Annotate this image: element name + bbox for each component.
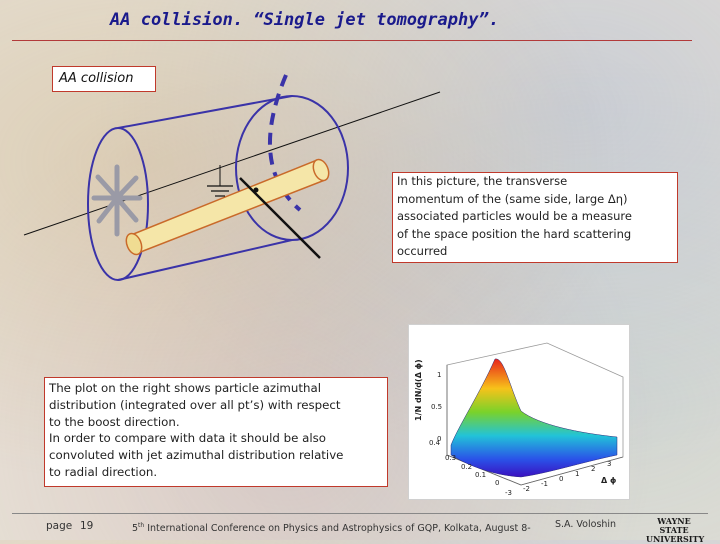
scattering-point xyxy=(253,187,259,193)
author-name: S.A. Voloshin xyxy=(555,519,617,530)
aa-collision-label: AA collision xyxy=(52,66,156,92)
z-tick-1: 1 xyxy=(437,371,441,379)
cylinder-top-edge xyxy=(117,95,293,129)
r-tick-5: 0 xyxy=(495,479,499,487)
phi-tick-4: 0 xyxy=(559,475,563,483)
note-line-3: associated particles would be a measure xyxy=(397,209,632,223)
note-line-1: In this picture, the transverse xyxy=(397,174,568,188)
phi-tick-7: 3 xyxy=(607,460,611,468)
phi-tick-3: -1 xyxy=(541,480,548,488)
phi-tick-1: -3 xyxy=(505,489,512,497)
desc-line-4: In order to compare with data it should … xyxy=(49,431,326,446)
logo-line-1: WAYNE STATE xyxy=(657,516,691,535)
logo-line-2: UNIVERSITY xyxy=(646,534,705,544)
conference-number: 5 xyxy=(132,523,139,535)
hard-scatter-vertex xyxy=(207,165,233,197)
transverse-momentum-note: In this picture, the transverse momentum… xyxy=(392,172,678,263)
z-axis-label: 1/N dN/d(Δ ϕ) xyxy=(414,359,423,421)
surface-plot-svg: 1/N dN/d(Δ ϕ) 1 0.5 0 0.4 0.3 0.2 0.1 0 … xyxy=(414,342,624,497)
desc-line-6: to radial direction. xyxy=(49,464,158,479)
r-tick-1: 0.4 xyxy=(429,439,441,447)
plot-description: The plot on the right shows particle azi… xyxy=(44,377,388,487)
page-label: page xyxy=(46,520,73,532)
phi-axis xyxy=(520,456,624,486)
reaction-plane-curve xyxy=(268,74,302,212)
conference-superscript: th xyxy=(138,522,145,529)
cylinder-bottom-edge xyxy=(117,239,293,281)
r-tick-2: 0.3 xyxy=(445,454,456,462)
desc-line-1: The plot on the right shows particle azi… xyxy=(49,381,321,395)
jet-particle-arrow xyxy=(239,177,321,259)
radial-flow-arrows xyxy=(91,164,143,237)
note-line-5: occurred xyxy=(397,244,448,258)
desc-line-5: convoluted with jet azimuthal distributi… xyxy=(49,448,344,463)
page-number: 19 xyxy=(80,520,94,532)
r-tick-4: 0.1 xyxy=(475,471,486,479)
conference-text: International Conference on Physics and … xyxy=(147,523,531,535)
conference-name: 5th International Conference on Physics … xyxy=(132,517,544,539)
cylinder-front-end xyxy=(87,127,149,281)
phi-axis-label: Δ ϕ xyxy=(601,476,616,485)
phi-tick-5: 1 xyxy=(575,470,579,478)
footer-rule xyxy=(12,513,708,514)
university-logo: WAYNE STATE UNIVERSITY xyxy=(646,516,704,544)
z-tick-3: 0 xyxy=(437,435,441,443)
slide-title: AA collision. “Single jet tomography”. xyxy=(110,10,499,30)
title-rule xyxy=(12,40,692,41)
azimuthal-distribution-plot: 1/N dN/d(Δ ϕ) 1 0.5 0 0.4 0.3 0.2 0.1 0 … xyxy=(408,324,630,500)
z-tick-2: 0.5 xyxy=(431,403,442,411)
desc-line-2: distribution (integrated over all pt’s) … xyxy=(49,397,341,412)
jet-tube xyxy=(125,158,330,256)
desc-line-3: to the boost direction. xyxy=(49,414,180,429)
phi-tick-2: -2 xyxy=(523,485,530,493)
cylinder-back-end xyxy=(235,95,349,241)
note-line-2: momentum of the (same side, large Δη) xyxy=(397,191,628,206)
surface xyxy=(450,358,618,478)
r-tick-3: 0.2 xyxy=(461,463,472,471)
beam-line xyxy=(23,91,441,236)
phi-tick-6: 2 xyxy=(591,465,595,473)
note-line-4: of the space position the hard scatterin… xyxy=(397,226,632,241)
